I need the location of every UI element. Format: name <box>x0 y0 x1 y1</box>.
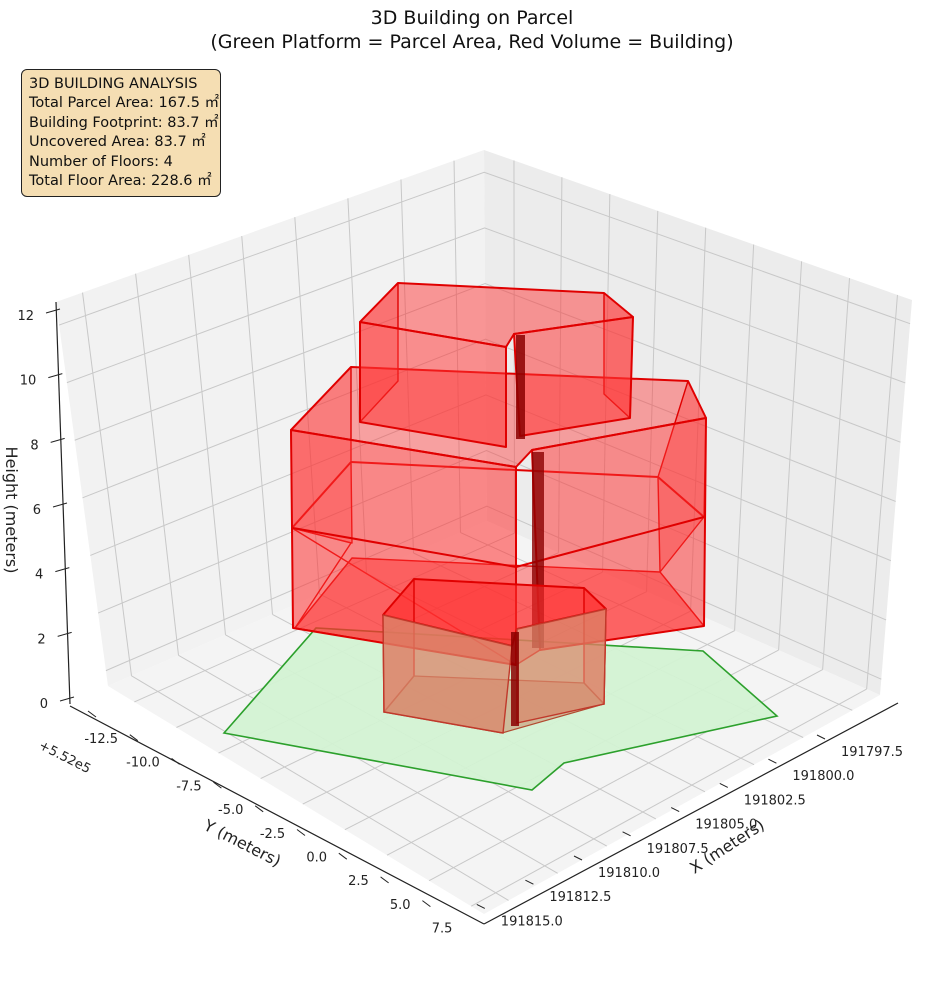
x-tick-mark <box>525 879 534 885</box>
mid-floor-line-front-right <box>515 516 705 568</box>
building-volume <box>290 282 707 734</box>
x-axis-line <box>483 702 899 925</box>
y-tick-mark <box>254 805 264 813</box>
x-tick-label: 191810.0 <box>598 866 660 881</box>
z-tick-label: 2 <box>37 632 45 647</box>
y-gridline-wall <box>866 294 898 690</box>
y-tick-mark <box>338 852 348 860</box>
x-tick-mark <box>768 758 777 764</box>
x-tick-mark <box>670 807 680 813</box>
z-tick-label: 0 <box>40 697 48 712</box>
y-gridline-wall <box>778 261 803 651</box>
x-tick-label: 191812.5 <box>549 890 611 905</box>
y-tick-mark <box>129 734 139 742</box>
y-axis-line <box>69 705 485 925</box>
y-tick-label: -12.5 <box>84 732 118 747</box>
analysis-footprint: Building Footprint: 83.7 ㎡ <box>29 114 219 131</box>
mid-floor-line-front-left <box>292 527 517 568</box>
axis-lines <box>55 301 899 925</box>
tick-labels: 191797.5 191800.0 191802.5 191805.0 191807.5… <box>17 308 903 937</box>
x-gridline-wall <box>188 254 226 635</box>
z-axis-line <box>55 301 71 705</box>
x-tick-label: 191815.0 <box>501 914 563 929</box>
building-analysis-box: 3D BUILDING ANALYSIS Total Parcel Area: … <box>21 69 221 197</box>
z-tick-mark <box>45 308 61 314</box>
y-tick-label: 2.5 <box>348 874 369 889</box>
y-gridline-wall <box>822 278 851 670</box>
ground-front-left-face <box>382 614 513 734</box>
analysis-floor-area: Total Floor Area: 228.6 ㎡ <box>29 173 212 190</box>
z-tick-label: 10 <box>20 374 37 389</box>
x-tick-mark <box>622 831 631 837</box>
chart-subtitle: (Green Platform = Parcel Area, Red Volum… <box>210 31 734 53</box>
z-tick-mark <box>50 437 65 443</box>
x-gridline-floor <box>131 675 509 901</box>
z-tick-label: 8 <box>30 438 38 453</box>
z-axis-label: Height (meters) <box>2 447 21 574</box>
analysis-uncovered: Uncovered Area: 83.7 ㎡ <box>29 134 206 151</box>
y-tick-label: -5.0 <box>218 803 243 818</box>
x-tick-mark <box>719 782 729 788</box>
x-tick-label: 191797.5 <box>841 745 903 760</box>
x-tick-mark <box>816 734 826 740</box>
analysis-floors: Number of Floors: 4 <box>29 153 173 170</box>
y-tick-mark <box>87 710 97 718</box>
z-tick-mark <box>57 631 72 637</box>
x-tick-label: 191807.5 <box>647 842 709 857</box>
top-front-right-face <box>513 316 634 437</box>
y-tick-label: 7.5 <box>432 922 453 937</box>
z-tick-mark <box>48 373 63 379</box>
chart-title-block: 3D Building on Parcel (Green Platform = … <box>0 6 944 54</box>
top-notch-column <box>516 335 525 439</box>
y-tick-label: -10.0 <box>126 756 160 771</box>
y-tick-mark <box>171 758 180 765</box>
z-tick-mark <box>52 502 68 508</box>
y-tick-mark <box>213 781 222 789</box>
z-tick-mark <box>59 696 75 702</box>
y-tick-label: 5.0 <box>390 898 411 913</box>
y-tick-mark <box>422 900 431 907</box>
y-tick-label: -7.5 <box>176 779 201 794</box>
z-gridline <box>97 449 887 621</box>
z-tick-label: 4 <box>35 568 43 583</box>
z-tick-label: 12 <box>17 309 34 324</box>
y-tick-mark <box>296 829 306 836</box>
top-front-left-face <box>359 321 507 448</box>
x-gridline-wall <box>82 292 132 676</box>
y-tick-label: -2.5 <box>260 827 285 842</box>
y-tick-mark <box>380 876 389 884</box>
z-gridline <box>74 283 901 443</box>
x-gridline-wall <box>135 273 179 656</box>
x-tick-mark <box>476 903 486 909</box>
x-tick-label: 191800.0 <box>792 769 854 784</box>
z-gridline <box>58 171 911 326</box>
ground-notch-column <box>511 632 519 726</box>
chart-title: 3D Building on Parcel <box>370 7 574 29</box>
y-gridline-wall <box>734 244 755 631</box>
z-gridline <box>66 227 906 384</box>
x-tick-label: 191805.0 <box>695 818 757 833</box>
y-axis-label: Y (meters) <box>200 815 284 870</box>
z-tick-mark <box>55 567 70 573</box>
analysis-parcel-area: Total Parcel Area: 167.5 ㎡ <box>29 95 220 112</box>
ground-front-right-face <box>516 608 607 724</box>
x-gridline-floor <box>178 654 558 874</box>
x-tick-label: 191802.5 <box>744 793 806 808</box>
analysis-title: 3D BUILDING ANALYSIS <box>29 76 198 92</box>
x-tick-mark <box>573 855 583 861</box>
z-tick-label: 6 <box>33 503 41 518</box>
z-gridline <box>82 338 896 502</box>
y-tick-label: 0.0 <box>306 851 327 866</box>
x-gridline-wall <box>241 235 273 615</box>
y-gridline-floor <box>470 688 867 907</box>
